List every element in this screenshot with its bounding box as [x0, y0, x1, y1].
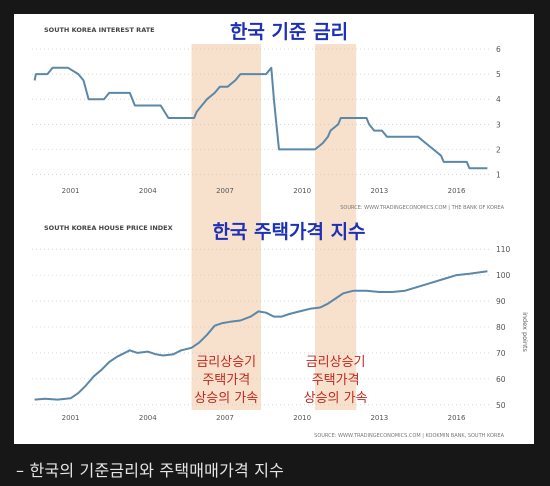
annotation-line: 금리상승기 — [196, 355, 256, 370]
annotation-line: 상승의 가속 — [194, 391, 258, 406]
y-tick-label: 110 — [496, 245, 511, 254]
x-tick-label: 2001 — [62, 187, 80, 195]
x-tick-label: 2013 — [370, 187, 388, 195]
source-note: SOURCE: WWW.TRADINGECONOMICS.COM | KOOKM… — [314, 433, 504, 439]
shaded-period-2 — [315, 44, 357, 224]
x-tick-label: 2016 — [448, 187, 466, 195]
annotation-line: 상승의 가속 — [304, 391, 368, 406]
x-tick-label: 2010 — [293, 187, 311, 195]
y-tick-label: 4 — [496, 95, 501, 104]
x-tick-label: 2001 — [62, 414, 80, 422]
y-tick-label: 90 — [496, 297, 506, 306]
y-tick-label: 50 — [496, 401, 506, 410]
chart-2: 50 60 70 80 90 100 110 2001 2004 2007 2010 2013 2016… — [32, 221, 529, 439]
y-axis-label: index points — [521, 312, 529, 352]
x-tick-label: 2013 — [370, 414, 388, 422]
chart-title: SOUTH KOREA INTEREST RATE — [44, 26, 155, 34]
y-tick-label: 5 — [496, 70, 501, 79]
annotation-line: 주택가격 — [312, 373, 360, 388]
x-tick-label: 2007 — [216, 187, 234, 195]
x-tick-label: 2004 — [139, 187, 157, 195]
shaded-period-2 — [315, 224, 357, 410]
y-tick-label: 6 — [496, 45, 501, 54]
annotation-line: 주택가격 — [202, 373, 250, 388]
x-tick-label: 2016 — [448, 414, 466, 422]
y-tick-label: 70 — [496, 349, 506, 358]
y-tick-label: 80 — [496, 323, 506, 332]
chart-canvas: 1 2 3 4 5 6 2001 2004 2007 2010 2013 2016 SOUTH KORE… — [32, 21, 529, 439]
chart-title: SOUTH KOREA HOUSE PRICE INDEX — [44, 224, 173, 232]
y-tick-label: 60 — [496, 375, 506, 384]
series-line — [33, 66, 488, 170]
y-tick-label: 1 — [496, 170, 501, 179]
x-tick-label: 2004 — [139, 414, 157, 422]
figure-caption: – 한국의 기준금리와 주택매매가격 지수 — [16, 461, 285, 480]
overlay-title: 한국 주택가격 지수 — [212, 221, 365, 243]
annotation-line: 금리상승기 — [306, 355, 366, 370]
overlay-title: 한국 기준 금리 — [230, 21, 348, 43]
source-note: SOURCE: WWW.TRADINGECONOMICS.COM | THE B… — [340, 205, 504, 211]
chart-1: 1 2 3 4 5 6 2001 2004 2007 2010 2013 2016 SOUTH KORE… — [32, 21, 505, 224]
chart-panel: 1 2 3 4 5 6 2001 2004 2007 2010 2013 2016 SOUTH KORE… — [14, 14, 534, 444]
y-tick-label: 3 — [496, 120, 501, 129]
x-tick-label: 2007 — [216, 414, 234, 422]
x-tick-label: 2010 — [293, 414, 311, 422]
series-line — [34, 270, 488, 401]
y-tick-label: 2 — [496, 145, 501, 154]
y-tick-label: 100 — [496, 271, 511, 280]
shaded-period-1 — [191, 44, 261, 224]
